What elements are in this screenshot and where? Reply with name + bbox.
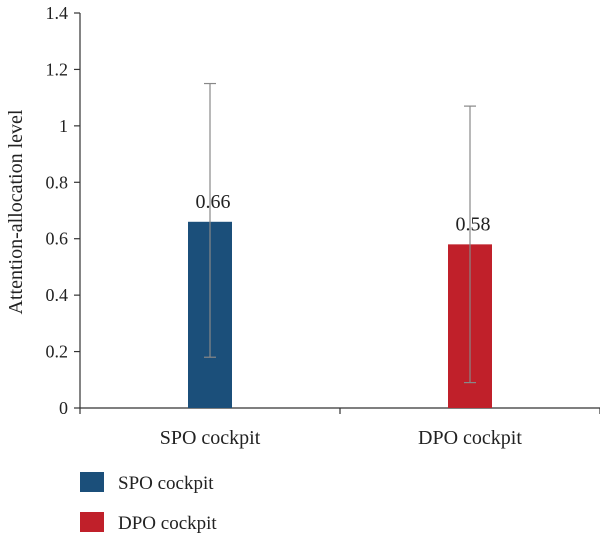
x-tick-label: SPO cockpit	[160, 427, 261, 449]
chart-axes: 0 0.2 0.4 0.6 0.8 1 1.2 1.4 SPO cockpit DPO cockp…	[46, 3, 600, 449]
data-label: 0.66	[196, 191, 231, 213]
y-axis-label: Attention-allocation level	[5, 109, 27, 314]
legend-swatch	[80, 512, 104, 532]
data-label: 0.58	[456, 213, 491, 235]
y-tick-label: 0.4	[46, 285, 69, 305]
y-tick-label: 0.6	[46, 229, 69, 249]
y-tick-label: 0.2	[46, 342, 69, 362]
chart-labels: 0.66 0.58	[196, 191, 491, 236]
y-tick-label: 1.2	[46, 59, 69, 79]
legend-label: SPO cockpit	[118, 473, 214, 494]
y-tick-label: 1	[59, 116, 68, 136]
chart-legend: SPO cockpit DPO cockpit	[80, 472, 217, 534]
y-tick-label: 0	[59, 398, 68, 418]
y-tick-label: 0.8	[46, 172, 69, 192]
y-tick-label: 1.4	[46, 3, 69, 23]
x-tick-label: DPO cockpit	[418, 427, 522, 449]
chart-bars	[188, 221, 492, 408]
legend-swatch	[80, 472, 104, 492]
chart-error-bars	[204, 82, 476, 384]
legend-label: DPO cockpit	[118, 513, 217, 534]
